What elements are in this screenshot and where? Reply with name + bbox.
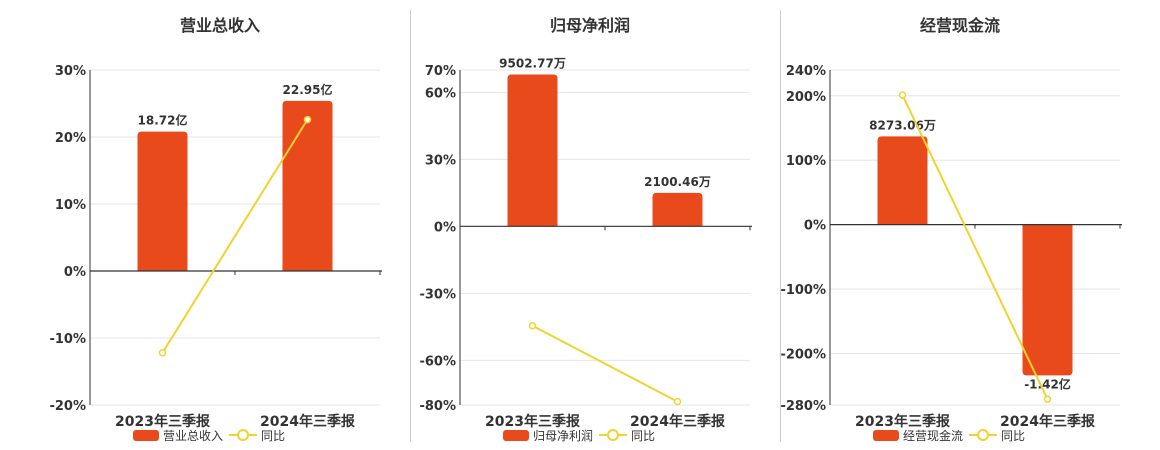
chart-panel-net-profit: 归母净利润 70% 60% 30% 0% -30% -60% -80% 9502.77万 210…: [400, 0, 780, 450]
bar-data-label: 8273.06万: [869, 118, 936, 132]
y-tick-label: -80%: [419, 399, 456, 414]
x-category-label: 2023年三季报: [485, 413, 580, 430]
chart-title: 营业总收入: [179, 16, 260, 35]
bar-data-label: 18.72亿: [138, 113, 188, 128]
y-tick-label: 20%: [55, 131, 86, 146]
legend-line-marker: [229, 429, 258, 441]
yoy-point: [303, 115, 312, 124]
chart-panel-revenue: 营业总收入 30% 20% 10% 0% -10% -20% 18.72亿 22.95亿 202…: [30, 0, 410, 450]
bar: [652, 192, 703, 227]
yoy-point: [1043, 395, 1052, 403]
x-category-label: 2023年三季报: [855, 413, 950, 430]
legend-line-dot: [977, 429, 990, 441]
y-tick-label: -200%: [780, 347, 826, 362]
yoy-point: [673, 397, 682, 406]
legend-line-dot: [607, 429, 620, 441]
y-tick-label: -280%: [780, 399, 826, 414]
bar: [507, 74, 558, 227]
y-tick-label: 60%: [425, 86, 456, 101]
y-tick-label: -10%: [49, 332, 86, 347]
yoy-point: [898, 91, 907, 99]
y-tick-label: 0%: [804, 219, 826, 234]
yoy-line: [532, 324, 678, 403]
y-tick-label: 30%: [425, 153, 456, 168]
panel-divider: [410, 10, 411, 442]
y-tick-label: 0%: [64, 265, 86, 280]
bar-data-label: 2100.46万: [644, 175, 711, 189]
chart-plot: 240% 200% 100% 0% -100% -200% -280% 8273.06万 -1.…: [780, 64, 1122, 430]
x-category-label: 2023年三季报: [115, 413, 210, 430]
legend-line-dot: [237, 429, 250, 441]
legend-bar-label: 营业总收入: [163, 429, 224, 443]
legend[interactable]: 经营现金流 同比: [770, 426, 1150, 444]
y-tick-label: 200%: [786, 90, 826, 105]
chart-panel-cash-flow: 经营现金流 240% 200% 100% 0% -100% -200% -280% 8273.…: [770, 0, 1150, 450]
legend-line-label: 同比: [261, 429, 286, 443]
y-tick-label: -100%: [780, 283, 826, 298]
legend-bar-swatch: [503, 430, 529, 441]
chart-plot: 30% 20% 10% 0% -10% -20% 18.72亿 22.95亿 2023年三季报 2…: [49, 64, 382, 430]
bar-data-label: -1.42亿: [1024, 376, 1071, 391]
chart-title: 经营现金流: [919, 16, 1000, 35]
legend-bar-swatch: [133, 430, 159, 441]
bar: [1022, 224, 1073, 376]
chart-title: 归母净利润: [549, 16, 630, 35]
legend[interactable]: 营业总收入 同比: [30, 426, 410, 444]
bar: [137, 131, 188, 271]
y-tick-label: 240%: [786, 64, 826, 79]
y-tick-label: 30%: [55, 64, 86, 79]
y-tick-label: 70%: [425, 64, 456, 79]
yoy-point: [528, 321, 537, 330]
legend-line-label: 同比: [1001, 429, 1026, 443]
legend[interactable]: 归母净利润 同比: [400, 426, 780, 444]
chart-plot: 70% 60% 30% 0% -30% -60% -80% 9502.77万 2100.46万 2…: [419, 56, 752, 430]
legend-bar-label: 经营现金流: [903, 429, 964, 443]
y-tick-label: -20%: [49, 399, 86, 414]
x-category-label: 2024年三季报: [260, 413, 355, 430]
y-tick-label: 10%: [55, 198, 86, 213]
bar: [282, 100, 333, 271]
yoy-point: [158, 348, 167, 357]
x-category-label: 2024年三季报: [1000, 413, 1095, 430]
x-category-label: 2024年三季报: [630, 413, 725, 430]
bar-data-label: 22.95亿: [283, 82, 333, 97]
panel-divider: [780, 10, 781, 442]
bar: [877, 136, 928, 225]
legend-line-label: 同比: [631, 429, 656, 443]
legend-bar-label: 归母净利润: [533, 429, 594, 443]
y-tick-label: 0%: [434, 220, 456, 235]
y-tick-label: 100%: [786, 154, 826, 169]
y-tick-label: -30%: [419, 287, 456, 302]
legend-line-marker: [969, 429, 998, 441]
yoy-line: [901, 94, 1049, 400]
legend-line-marker: [599, 429, 628, 441]
bar-data-label: 9502.77万: [499, 56, 566, 70]
yoy-line: [161, 119, 309, 354]
legend-bar-swatch: [873, 430, 899, 441]
y-tick-label: -60%: [419, 354, 456, 369]
